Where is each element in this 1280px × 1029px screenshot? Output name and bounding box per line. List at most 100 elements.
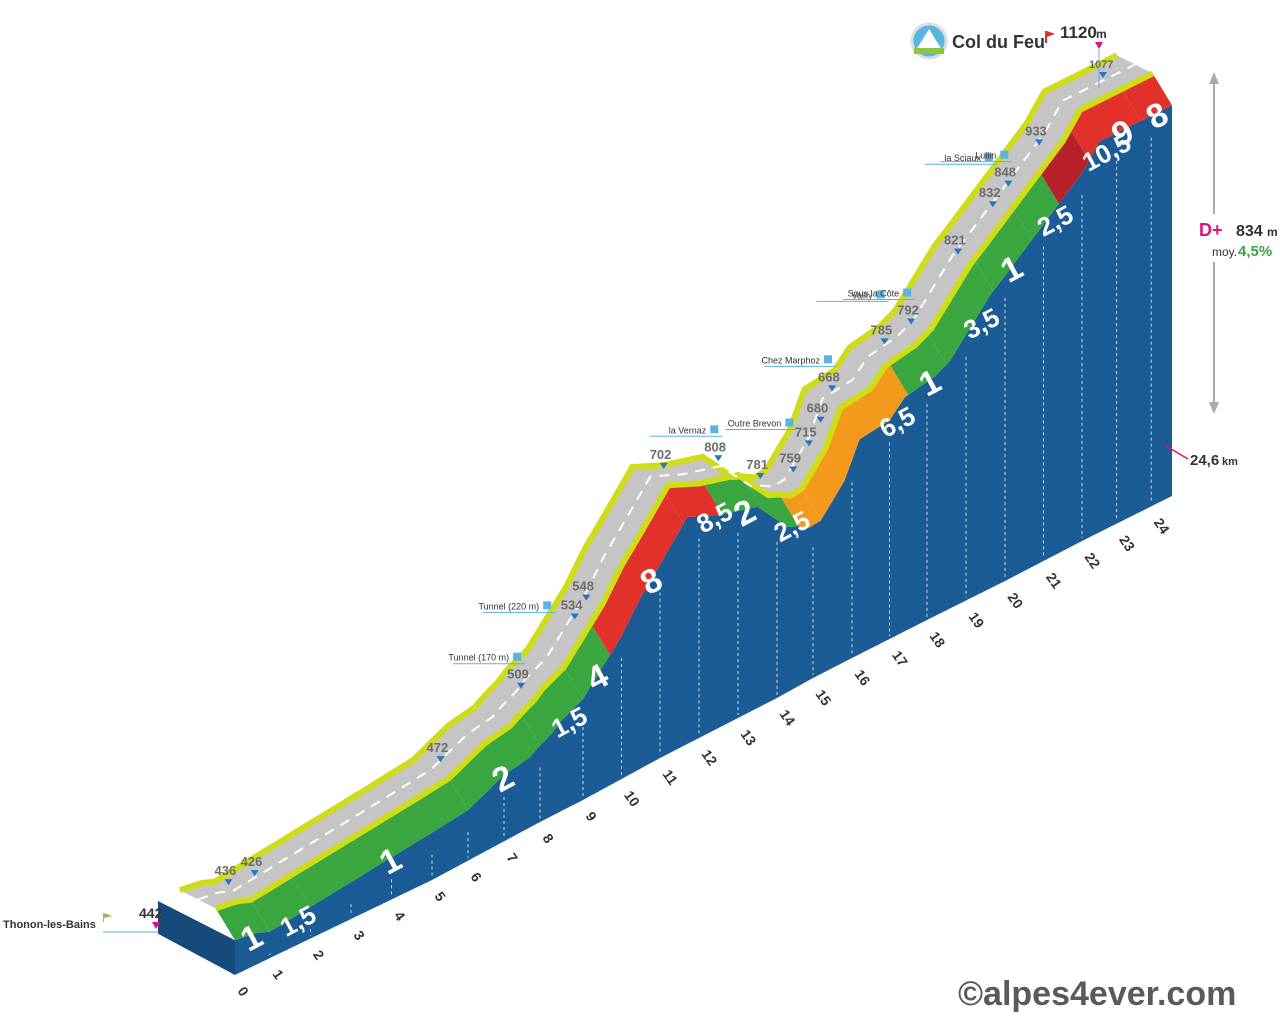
road-surface bbox=[179, 52, 1155, 912]
distance-unit: km bbox=[1222, 456, 1238, 468]
summit-marker bbox=[1095, 42, 1103, 49]
mountain-logo-peak bbox=[916, 29, 942, 50]
grade-segment bbox=[974, 207, 1032, 292]
altitude-marker-icon bbox=[907, 318, 916, 325]
start-name: Thonon-les-Bains bbox=[3, 919, 96, 931]
km-tick-label: 4 bbox=[391, 908, 409, 924]
start-altitude: 442 bbox=[139, 905, 163, 921]
grade-segment bbox=[703, 474, 766, 515]
altitude-marker-icon bbox=[954, 248, 962, 255]
village-icon bbox=[824, 355, 832, 364]
hamlet-icon bbox=[903, 288, 912, 297]
altitude-marker-icon bbox=[756, 473, 765, 479]
road-centerline bbox=[197, 63, 1136, 901]
km-tick-label: 9 bbox=[583, 809, 601, 825]
altitude-label: 668 bbox=[818, 369, 840, 384]
stats-backdrop bbox=[1196, 214, 1278, 262]
km-tick-label: 2 bbox=[310, 947, 328, 963]
altitude-label: 509 bbox=[507, 667, 529, 682]
altitude-label: 808 bbox=[704, 439, 726, 454]
altitude-label: 702 bbox=[650, 447, 672, 462]
summit-name: Col du Feu bbox=[952, 32, 1045, 52]
place-name: Lullin bbox=[975, 151, 996, 161]
km-tick-label: 17 bbox=[889, 648, 911, 670]
altitude-marker-icon bbox=[988, 201, 997, 208]
place-name: Tunnel (220 m) bbox=[478, 601, 539, 611]
profile-side-area bbox=[235, 105, 1172, 975]
start-block: Thonon-les-Bains 442 bbox=[3, 905, 163, 933]
hamlet-icon bbox=[785, 418, 794, 427]
altitude-label: 785 bbox=[871, 322, 893, 337]
grade-segment bbox=[801, 363, 909, 521]
altitude-marker-icon bbox=[517, 682, 526, 689]
altitude-marker-icon bbox=[804, 440, 813, 447]
km-tick-label: 24 bbox=[1151, 515, 1173, 537]
grade-segment bbox=[520, 667, 583, 746]
road-edge-back bbox=[179, 52, 1119, 894]
grade-segment bbox=[215, 899, 270, 941]
grade-segment bbox=[448, 713, 540, 811]
summit-block: Col du Feu 1120 m bbox=[910, 22, 1107, 88]
place-name: la Sciaux bbox=[944, 153, 981, 163]
km-tick-label: 10 bbox=[621, 788, 643, 810]
km-tick-label: 15 bbox=[813, 687, 835, 709]
gain-label: D+ bbox=[1199, 220, 1223, 240]
altitude-label: 436 bbox=[215, 863, 237, 878]
km-tick-label: 12 bbox=[699, 747, 721, 769]
altitude-marker-icon bbox=[659, 462, 668, 469]
km-tick-label: 21 bbox=[1043, 570, 1065, 592]
altitude-marker-icon bbox=[816, 416, 825, 423]
road-asphalt bbox=[180, 55, 1153, 909]
altitude-marker-icon bbox=[224, 879, 233, 886]
gain-arrow-down-icon bbox=[1209, 402, 1219, 414]
gain-arrow-up-icon bbox=[1209, 72, 1219, 84]
altitude-label: 781 bbox=[746, 457, 768, 472]
place-name: Chez Marphoz bbox=[761, 355, 820, 365]
km-tick-label: 7 bbox=[504, 850, 522, 866]
place-name: la Vernaz bbox=[669, 425, 707, 435]
km-tick-label: 23 bbox=[1116, 532, 1138, 554]
km-tick-label: 11 bbox=[660, 767, 682, 788]
km-tick-label: 16 bbox=[852, 667, 874, 689]
altitude-marker-icon bbox=[828, 385, 836, 392]
altitude-marker-icon bbox=[436, 756, 445, 763]
profile-end-cap bbox=[158, 901, 235, 975]
altitude-marker-icon bbox=[1004, 180, 1013, 187]
total-distance: 24,6 km bbox=[1165, 445, 1238, 469]
summit-altitude-unit: m bbox=[1096, 27, 1107, 41]
altitude-marker-icon bbox=[250, 870, 259, 877]
altitude-label: 472 bbox=[427, 740, 449, 755]
altitude-label: 933 bbox=[1025, 123, 1047, 138]
profile-side-wall bbox=[158, 105, 1172, 975]
road-edge-front bbox=[214, 70, 1155, 912]
grade-segment bbox=[291, 778, 468, 907]
altitude-label: 848 bbox=[994, 165, 1016, 180]
summit-altitude: 1120 bbox=[1060, 23, 1097, 42]
hamlet-icon bbox=[984, 153, 993, 162]
place-name: Tunnel (170 m) bbox=[448, 653, 509, 663]
km-tick-label: 20 bbox=[1005, 590, 1027, 612]
altitude-label: 1077 bbox=[1089, 59, 1113, 71]
place-name: Sous la Côte bbox=[848, 289, 900, 299]
altitude-label: 534 bbox=[561, 598, 583, 613]
distance-value: 24,6 bbox=[1190, 452, 1219, 469]
tunnel-icon bbox=[543, 601, 552, 610]
altitude-marker-icon bbox=[582, 594, 591, 601]
distance-pointer bbox=[1165, 445, 1189, 460]
village-icon bbox=[1000, 150, 1009, 159]
altitude-label: 821 bbox=[944, 233, 966, 248]
tunnel-icon bbox=[513, 652, 522, 661]
grade-segment bbox=[590, 492, 684, 655]
altitude-label: 548 bbox=[572, 579, 594, 594]
altitude-label: 759 bbox=[779, 451, 801, 466]
climb-stats: D+ 834 m moy. 4,5% bbox=[1196, 72, 1278, 414]
km-tick-label: 1 bbox=[270, 967, 288, 983]
grade-segment bbox=[889, 332, 947, 396]
km-tick-label: 8 bbox=[540, 831, 558, 847]
place-name: Outre Brevon bbox=[728, 419, 782, 429]
grade-segment bbox=[250, 875, 311, 932]
km-tick-label: 14 bbox=[777, 707, 799, 729]
